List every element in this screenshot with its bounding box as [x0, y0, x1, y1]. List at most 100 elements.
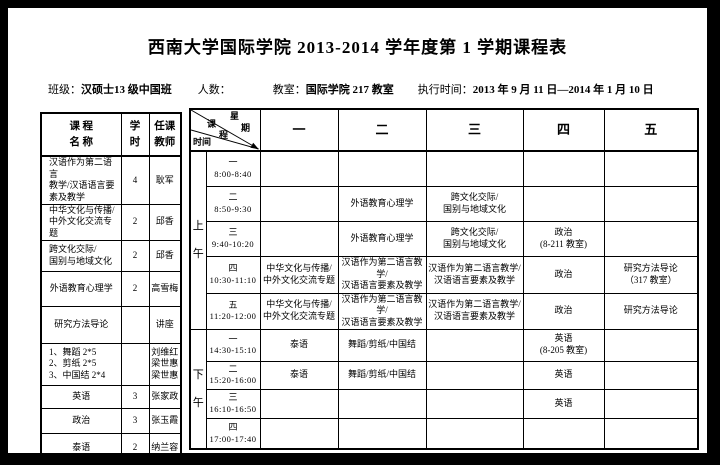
- schedule-cell: [603, 220, 699, 257]
- schedule-cell: 政治: [522, 255, 605, 294]
- schedule-cell: [425, 328, 524, 362]
- schedule-cell: 汉语作为第二语言教学/汉语语言要素及教学: [425, 292, 524, 330]
- schedule-cell: [337, 388, 427, 419]
- schedule-cell: [603, 417, 699, 450]
- schedule-cell: [603, 388, 699, 419]
- teacher-cell: 高雪梅: [148, 270, 182, 307]
- teacher-header: 任课 教师: [148, 112, 182, 157]
- schedule-cell: [259, 388, 339, 419]
- schedule-cell: 汉语作为第二语言教学/汉语语言要素及教学: [337, 292, 427, 330]
- schedule-cell: 英语 (8-205 教室): [522, 328, 605, 362]
- schedule-cell: 泰语: [259, 360, 339, 390]
- schedule-cell: 中华文化与传播/中外文化交流专题: [259, 292, 339, 330]
- day-header-wed: 三: [425, 108, 524, 152]
- schedule-cell: 跨文化交际/国别与地域文化: [425, 185, 524, 222]
- teacher-cell: 耿军: [148, 155, 182, 205]
- table-row: 下午 一 14:30-15:10 泰语 舞蹈/剪纸/中国结 英语 (8-205 教室…: [189, 328, 699, 450]
- schedule-cell: 研究方法导论: [603, 292, 699, 330]
- course-name-cell: 外语教育心理学: [40, 270, 122, 307]
- period-time-cell: 三 9:40-10:20: [205, 220, 261, 257]
- table-row: 三 16:10-16:50 英语: [190, 388, 699, 419]
- schedule-cell: [259, 185, 339, 222]
- corner-time-label: 时间: [193, 137, 212, 147]
- schedule-cell: 研究方法导论 （317 教室）: [603, 255, 699, 294]
- hours-cell: 2: [120, 203, 150, 241]
- course-info-table: 课 程名 称 学时 任课 教师 汉语作为第二语言 教学/汉语语言要 素及教学 4 耿军…: [40, 112, 182, 465]
- schedule-cell: 中华文化与传播/中外文化交流专题: [259, 255, 339, 294]
- schedule-cell: 泰语: [259, 328, 339, 362]
- schedule-cell: [425, 388, 524, 419]
- schedule-cell: [425, 417, 524, 450]
- corner-week-label: 星: [230, 111, 240, 121]
- course-name-cell: 政治: [40, 407, 122, 434]
- schedule-cell: [603, 360, 699, 390]
- table-row: 二 15:20-16:00 泰语 舞蹈/剪纸/中国结 英语: [190, 360, 699, 390]
- table-row: 政治 3 张玉霞: [40, 407, 182, 434]
- arrow-icon: [250, 142, 259, 149]
- schedule-cell: 外语教育心理学: [337, 220, 427, 257]
- teacher-cell: 讲座: [148, 305, 182, 344]
- schedule-cell: 舞蹈/剪纸/中国结: [337, 328, 427, 362]
- table-row: 上午 一 8:00-8:40: [189, 150, 699, 330]
- diagonal-corner-cell: 星 期 课 程 时间: [189, 108, 261, 152]
- day-header-thu: 四: [522, 108, 605, 152]
- exec-time-value: 2013 年 9 月 11 日—2014 年 1 月 10 日: [472, 84, 654, 96]
- schedule-cell: [603, 150, 699, 187]
- room-label: 教室：: [272, 84, 306, 96]
- schedule-cell: [337, 417, 427, 450]
- table-row: 英语 3 张家政: [40, 384, 182, 409]
- page: 西南大学国际学院 2013-2014 学年度第 1 学期课程表 班级：汉硕士13…: [8, 8, 707, 465]
- period-time-cell: 四 10:30-11:10: [205, 255, 261, 294]
- schedule-cell: [259, 150, 339, 187]
- schedule-cell: 英语: [522, 388, 605, 419]
- hours-cell: 2: [120, 239, 150, 272]
- info-line: 班级：汉硕士13 级中国班 人数： 教室：国际学院 217 教室 执行时间：2013 …: [48, 81, 654, 97]
- teacher-cell: 邱香: [148, 203, 182, 241]
- teacher-cell: 邱香: [148, 239, 182, 272]
- hours-cell: 2: [120, 432, 150, 464]
- table-row: 跨文化交际/国别与地域文化 2 邱香: [40, 239, 182, 272]
- morning-session-label: 上午: [189, 150, 207, 330]
- schedule-cell: [425, 150, 524, 187]
- schedule-cell: [522, 150, 605, 187]
- exec-time-label: 执行时间：: [417, 84, 473, 96]
- table-row: 泰语 2 纳兰容: [40, 432, 182, 464]
- teacher-cell: 刘维红 梁世惠 梁世惠: [148, 342, 182, 386]
- count-label: 人数：: [197, 84, 231, 96]
- table-row: 中华文化与传播/中外文化交流专题 2 邱香: [40, 203, 182, 241]
- schedule-cell: [259, 220, 339, 257]
- course-name-cell: 泰语: [40, 432, 122, 464]
- schedule-cell: 英语: [522, 360, 605, 390]
- period-time-cell: 二 15:20-16:00: [205, 360, 261, 390]
- class-label: 班级：: [48, 84, 81, 96]
- schedule-cell: [259, 417, 339, 450]
- class-value: 汉硕士13 级中国班: [81, 84, 172, 96]
- schedule-cell: [425, 360, 524, 390]
- course-name-cell: 1、舞蹈 2*5 2、剪纸 2*5 3、中国结 2*4: [40, 342, 122, 386]
- schedule-cell: 政治 (8-211 教室): [522, 220, 605, 257]
- table-row: 五 11:20-12:00 中华文化与传播/中外文化交流专题 汉语作为第二语言教学…: [190, 292, 699, 330]
- table-row: 四 17:00-17:40: [190, 417, 699, 450]
- period-time-cell: 一 8:00-8:40: [205, 150, 261, 187]
- schedule-cell: [603, 185, 699, 222]
- hours-cell: 4: [120, 155, 150, 205]
- period-time-cell: 一 14:30-15:10: [205, 328, 261, 362]
- course-name-cell: 研究方法导论: [40, 305, 122, 344]
- schedule-cell: 舞蹈/剪纸/中国结: [337, 360, 427, 390]
- schedule-header-row: 星 期 课 程 时间 一 二 三 四 五: [189, 108, 699, 152]
- table-row: 1、舞蹈 2*5 2、剪纸 2*5 3、中国结 2*4 刘维红 梁世惠 梁世惠: [40, 342, 182, 386]
- schedule-cell: [522, 417, 605, 450]
- day-header-tue: 二: [337, 108, 427, 152]
- room-value: 国际学院 217 教室: [305, 84, 394, 96]
- period-time-cell: 四 17:00-17:40: [205, 417, 261, 450]
- afternoon-session-label: 下午: [189, 328, 207, 450]
- hours-cell: 3: [120, 407, 150, 434]
- table-row: 外语教育心理学 2 高雪梅: [40, 270, 182, 307]
- day-header-fri: 五: [603, 108, 699, 152]
- schedule-cell: [337, 150, 427, 187]
- table-row: 四 10:30-11:10 中华文化与传播/中外文化交流专题 汉语作为第二语言教学…: [190, 255, 699, 294]
- diagonal-lines: [191, 110, 259, 149]
- period-time-cell: 二 8:50-9:30: [205, 185, 261, 222]
- course-name-cell: 中华文化与传播/中外文化交流专题: [40, 203, 122, 241]
